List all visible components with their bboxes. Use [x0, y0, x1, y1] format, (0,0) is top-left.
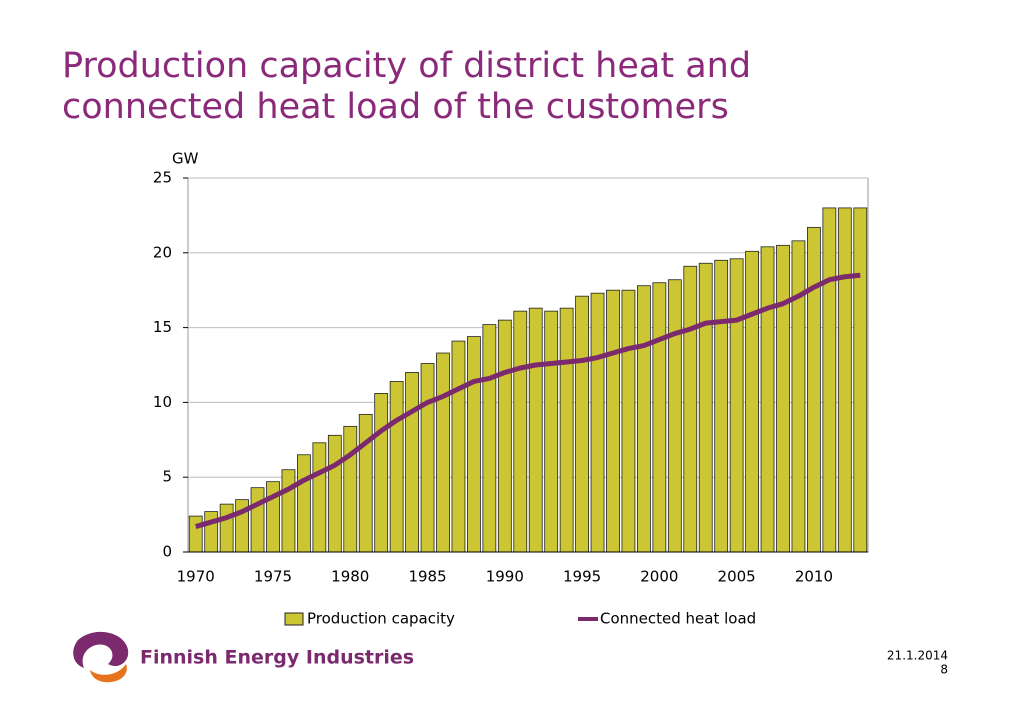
- bar: [745, 250, 759, 553]
- bar: [559, 307, 574, 553]
- bar: [714, 259, 729, 553]
- x-tick-label: 1975: [254, 568, 292, 586]
- legend-swatch: [284, 612, 304, 626]
- y-tick-label: 15: [153, 318, 172, 336]
- page-number: 8: [940, 663, 948, 677]
- bar: [652, 282, 667, 553]
- bar: [760, 246, 775, 553]
- title-line: Production capacity of district heat and: [62, 46, 751, 86]
- bar: [297, 454, 311, 553]
- bar: [374, 393, 389, 553]
- x-tick-label: 1995: [563, 568, 601, 586]
- bar: [698, 262, 713, 553]
- x-tick-label: 1980: [331, 568, 369, 586]
- logo: Finnish Energy Industries: [73, 631, 414, 683]
- y-tick-label: 25: [153, 169, 172, 187]
- bar: [405, 372, 419, 553]
- bar: [250, 487, 265, 553]
- y-tick-label: 5: [162, 468, 172, 486]
- bar: [281, 469, 296, 553]
- bar: [791, 240, 806, 553]
- bar: [667, 279, 682, 553]
- bar: [575, 295, 589, 553]
- y-tick-label: 20: [153, 243, 172, 261]
- bar: [497, 319, 512, 553]
- bar: [729, 258, 744, 553]
- title-line: connected heat load of the customers: [62, 87, 729, 127]
- date: 21.1.2014: [887, 649, 948, 663]
- bar: [482, 324, 497, 553]
- bar: [637, 285, 651, 553]
- bar: [822, 207, 837, 553]
- bar: [343, 425, 358, 553]
- bar: [513, 310, 528, 553]
- bar: [436, 352, 450, 553]
- x-tick-label: 1970: [177, 568, 215, 586]
- x-tick-label: 2005: [718, 568, 756, 586]
- bar: [451, 340, 466, 553]
- bar: [590, 292, 605, 553]
- logo-swirl: [90, 664, 127, 683]
- bar: [219, 503, 234, 553]
- x-tick-label: 1990: [486, 568, 524, 586]
- logo-swirl: [73, 631, 129, 668]
- bar: [204, 511, 219, 553]
- bar: [683, 265, 698, 553]
- legend-label: Connected heat load: [600, 610, 756, 628]
- x-tick-label: 2010: [795, 568, 833, 586]
- bar: [621, 289, 636, 553]
- bar: [853, 207, 868, 553]
- bar: [188, 515, 203, 553]
- line: [195, 272, 861, 529]
- y-tick-label: 10: [153, 393, 172, 411]
- logo-text: Finnish Energy Industries: [140, 647, 414, 669]
- bar: [544, 310, 559, 553]
- bar: [606, 289, 620, 553]
- bar: [389, 381, 404, 553]
- bar: [807, 226, 821, 553]
- bar: [420, 363, 435, 553]
- y-tick-label: 0: [162, 543, 172, 561]
- bar: [467, 336, 481, 553]
- x-tick-label: 2000: [640, 568, 678, 586]
- bar: [358, 413, 373, 553]
- bar: [312, 442, 327, 553]
- legend-label: Production capacity: [307, 610, 455, 628]
- bar: [528, 307, 543, 553]
- x-tick-label: 1985: [408, 568, 446, 586]
- y-axis-label: GW: [172, 150, 199, 168]
- bar: [776, 244, 790, 553]
- bar: [327, 434, 342, 553]
- bar: [837, 207, 852, 553]
